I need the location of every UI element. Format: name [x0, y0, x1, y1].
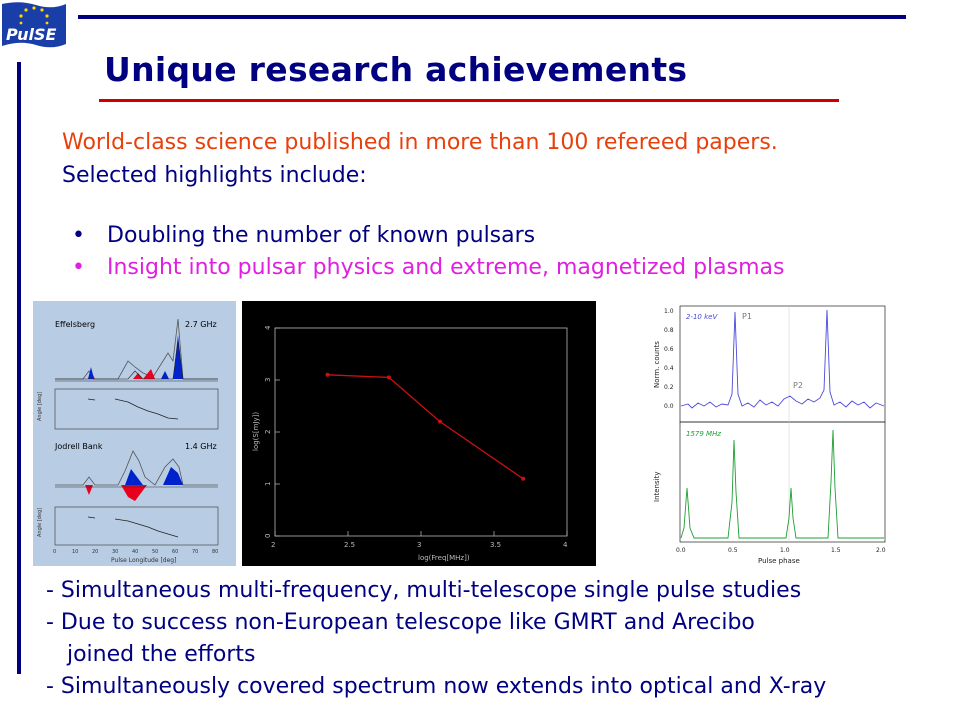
intro-line-2: Selected highlights include: — [62, 163, 367, 188]
spectrum-data-point — [386, 375, 391, 380]
x-tick-label: 3.5 — [490, 541, 501, 549]
xtick-label: 0.0 — [676, 547, 686, 554]
xtick-label: 70 — [192, 549, 198, 555]
xtick-label: 40 — [132, 549, 138, 555]
top-p2-label: P2 — [793, 381, 803, 390]
bullet-text: Doubling the number of known pulsars — [107, 223, 536, 248]
xtick-label: 0.5 — [728, 547, 738, 554]
polarization-profiles-figure: Effelsberg 2.7 GHz Angle [deg] Jodrell B… — [33, 301, 236, 566]
bottom-line-1: - Simultaneous multi-frequency, multi-te… — [46, 578, 802, 603]
pulse-phase-figure: 2-10 keV P1 P2 1579 MHz Norm. counts Int… — [648, 302, 896, 568]
bottom-ylabel: Intensity — [653, 472, 661, 502]
y-tick-label: 4 — [264, 325, 272, 330]
title-underline — [99, 99, 839, 102]
spectrum-xlabel: log(Freq[MHz]) — [418, 554, 470, 562]
bullet-item: • Insight into pulsar physics and extreme… — [72, 255, 784, 280]
spectrum-series-line — [327, 374, 524, 480]
xtick-label: 80 — [212, 549, 218, 555]
xtick-label: 1.5 — [831, 547, 841, 554]
y-tick-label: 0 — [264, 534, 272, 538]
x-tick-label: 3 — [417, 541, 421, 549]
panel1-freq: 2.7 GHz — [185, 320, 217, 329]
profiles-xlabel: Pulse Longitude [deg] — [111, 557, 176, 564]
panel2-freq: 1.4 GHz — [185, 442, 217, 451]
bottom-line-4: - Simultaneously covered spectrum now ex… — [46, 674, 827, 699]
ytick-label: 0.8 — [664, 327, 674, 334]
top-ylabel: Norm. counts — [653, 341, 661, 388]
y-tick-label: 1 — [264, 482, 272, 486]
ytick-label: 0.2 — [664, 384, 674, 391]
top-band-label: 2-10 keV — [686, 313, 718, 321]
x-tick-label: 4 — [563, 541, 568, 549]
side-rule — [17, 62, 21, 674]
ytick-label: 0.4 — [664, 365, 674, 372]
ytick-label: 0.0 — [664, 403, 674, 410]
xtick-label: 1.0 — [780, 547, 790, 554]
xtick-label: 0 — [53, 549, 56, 555]
logo-text: PulSE — [6, 25, 57, 44]
ytick-label: 0.6 — [664, 346, 674, 353]
x-tick-label: 2.5 — [344, 541, 355, 549]
spectrum-chart: 2 2.5 3 3.5 4 0 1 2 3 4 log(Freq[MHz]) log(S[mJy… — [242, 301, 596, 566]
spectrum-data-point — [325, 372, 330, 377]
top-p1-label: P1 — [742, 312, 752, 321]
top-rule — [78, 15, 906, 19]
y-tick-label: 3 — [264, 378, 272, 382]
panel1-label: Effelsberg — [55, 320, 95, 329]
pulse-logo: PulSE — [0, 0, 68, 50]
bottom-line-3: joined the efforts — [46, 642, 256, 667]
xtick-label: 2.0 — [876, 547, 886, 554]
x-tick-label: 2 — [271, 541, 275, 549]
xtick-label: 20 — [92, 549, 98, 555]
panel2-label: Jodrell Bank — [54, 442, 103, 451]
xtick-label: 50 — [152, 549, 158, 555]
bullet-marker: • — [72, 255, 85, 280]
spectrum-data-point — [437, 419, 442, 424]
y-tick-label: 2 — [264, 430, 272, 434]
bullet-text: Insight into pulsar physics and extreme,… — [107, 255, 785, 280]
slide-title: Unique research achievements — [104, 50, 688, 89]
angle-label-1: Angle [deg] — [37, 392, 43, 421]
bottom-line-2: - Due to success non-European telescope … — [46, 610, 755, 635]
intro-line-1: World-class science published in more th… — [62, 130, 778, 155]
bullet-item: • Doubling the number of known pulsars — [72, 223, 535, 248]
angle-label-2: Angle [deg] — [37, 508, 43, 537]
xtick-label: 60 — [172, 549, 178, 555]
xtick-label: 10 — [72, 549, 78, 555]
spectrum-data-point — [521, 476, 526, 481]
phase-xlabel: Pulse phase — [758, 557, 800, 565]
spectrum-ylabel: log(S[mJy]) — [252, 412, 260, 451]
xtick-label: 30 — [112, 549, 118, 555]
bullet-marker: • — [72, 223, 85, 248]
ytick-label: 1.0 — [664, 308, 674, 315]
bottom-band-label: 1579 MHz — [686, 430, 721, 438]
